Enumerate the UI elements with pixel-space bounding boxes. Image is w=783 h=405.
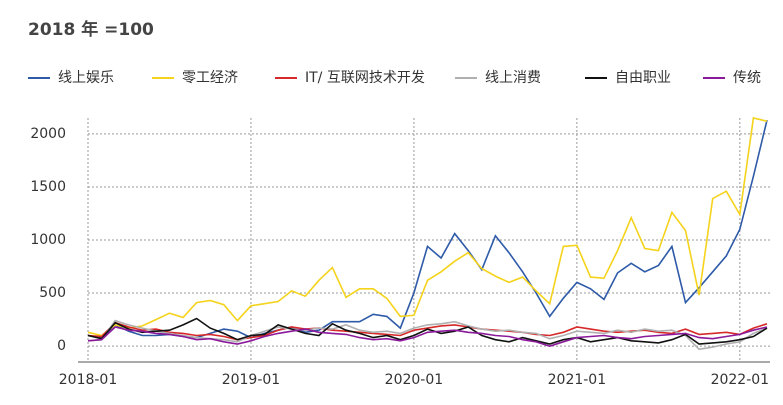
legend-label: IT/ 互联网技术开发: [305, 70, 425, 86]
x-tick-label: 2022-01: [711, 372, 770, 388]
y-tick-label: 1500: [30, 179, 66, 195]
y-tick-label: 1000: [30, 232, 66, 248]
series-line: [87, 119, 768, 339]
series-line: [87, 317, 768, 345]
legend-label: 传统: [733, 70, 761, 86]
y-tick-label: 500: [39, 285, 66, 301]
x-tick-label: 2018-01: [59, 372, 118, 388]
legend-label: 零工经济: [182, 70, 238, 86]
legend-label: 线上娱乐: [58, 70, 114, 86]
x-tick-label: 2021-01: [548, 372, 607, 388]
chart-title: 2018 年 =100: [28, 19, 154, 40]
series-line: [87, 319, 768, 351]
series-line: [87, 117, 768, 337]
x-tick-label: 2019-01: [222, 372, 281, 388]
series-line: [87, 321, 768, 341]
y-tick-label: 2000: [30, 126, 66, 142]
legend-label: 线上消费: [485, 70, 541, 86]
legend-label: 自由职业: [615, 70, 671, 86]
series-line: [87, 326, 768, 347]
y-tick-label: 0: [57, 338, 66, 354]
x-tick-label: 2020-01: [385, 372, 444, 388]
